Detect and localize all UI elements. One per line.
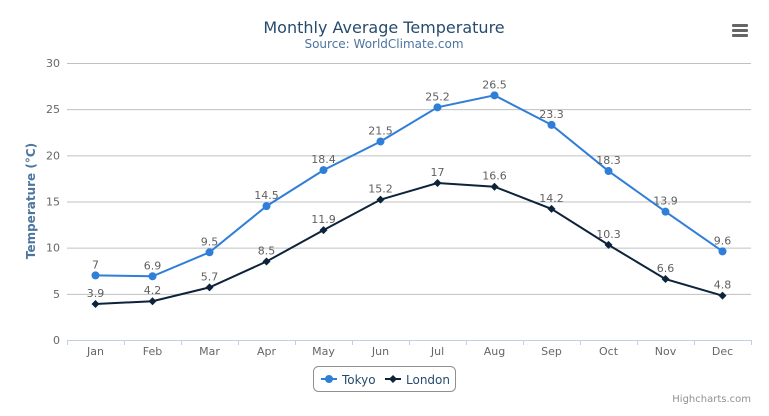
y-tick-label: 20 (46, 149, 60, 162)
data-point (604, 167, 613, 176)
chart-subtitle: Source: WorldClimate.com (304, 37, 463, 51)
data-point (604, 240, 613, 249)
data-point (319, 226, 328, 235)
data-label: 23.3 (539, 108, 564, 121)
x-tick-label: May (312, 345, 335, 358)
x-tick-label: Feb (143, 345, 162, 358)
legend-item-tokyo[interactable]: Tokyo (321, 373, 376, 387)
data-label: 9.5 (201, 235, 219, 248)
data-label: 17 (431, 166, 445, 179)
series-line-london (95, 182, 723, 305)
data-point (91, 299, 100, 308)
data-label: 3.9 (87, 287, 105, 300)
y-axis-title: Temperature (°C) (24, 143, 38, 259)
data-point (718, 291, 727, 300)
data-label: 4.2 (144, 284, 162, 297)
data-point (490, 182, 499, 191)
x-tick-label: Jun (371, 345, 389, 358)
data-label: 4.8 (714, 279, 732, 292)
data-label: 5.7 (201, 270, 219, 283)
data-label: 9.6 (714, 234, 732, 247)
data-label: 14.5 (254, 189, 279, 202)
y-tick-label: 10 (46, 242, 60, 255)
data-point (661, 275, 670, 284)
data-label: 13.9 (653, 195, 678, 208)
data-point (547, 120, 556, 129)
credits-link[interactable]: Highcharts.com (672, 394, 751, 405)
x-tick-label: Dec (712, 345, 733, 358)
series-line-tokyo (95, 94, 724, 278)
data-label: 18.3 (596, 154, 621, 167)
data-point (148, 272, 157, 281)
x-tick-label: Sep (541, 345, 562, 358)
menu-button[interactable] (732, 24, 748, 37)
data-point (376, 195, 385, 204)
legend: Tokyo London (313, 366, 456, 392)
legend-label-tokyo[interactable]: Tokyo (341, 373, 376, 387)
data-label: 10.3 (596, 228, 621, 241)
data-point (376, 137, 385, 146)
chart-title: Monthly Average Temperature (263, 18, 504, 37)
data-point (433, 179, 442, 188)
data-point (262, 257, 271, 266)
data-label: 21.5 (368, 124, 393, 137)
data-point (661, 207, 670, 216)
data-label: 15.2 (368, 183, 393, 196)
legend-item-london[interactable]: London (385, 373, 450, 387)
data-point (319, 166, 328, 175)
x-tick-label: Oct (599, 345, 619, 358)
y-tick-label: 0 (53, 334, 60, 347)
y-tick-label: 25 (46, 103, 60, 116)
data-point (718, 247, 727, 256)
x-tick-label: Jan (86, 345, 104, 358)
x-tick-label: Mar (199, 345, 220, 358)
x-tick-label: Aug (484, 345, 505, 358)
data-point (148, 297, 157, 306)
data-point (205, 248, 214, 257)
data-label: 11.9 (311, 213, 336, 226)
legend-box (313, 366, 456, 392)
data-label: 6.9 (144, 259, 162, 272)
x-tick-label: Jul (430, 345, 444, 358)
data-label: 26.5 (482, 78, 507, 91)
data-label: 14.2 (539, 192, 564, 205)
data-point (547, 204, 556, 213)
data-point (490, 91, 499, 100)
x-tick-label: Nov (655, 345, 677, 358)
data-label: 8.5 (258, 245, 276, 258)
data-point (433, 103, 442, 112)
data-label: 7 (92, 258, 99, 271)
data-label: 25.2 (425, 90, 450, 103)
legend-label-london[interactable]: London (406, 373, 450, 387)
data-label: 6.6 (657, 262, 675, 275)
data-point (91, 271, 100, 280)
hamburger-menu-icon[interactable] (732, 34, 748, 37)
legend-marker-diamond-icon (389, 375, 397, 383)
y-tick-label: 15 (46, 196, 60, 209)
data-point (205, 283, 214, 292)
x-tick-label: Apr (257, 345, 277, 358)
data-label: 18.4 (311, 153, 336, 166)
legend-marker-circle-icon (325, 375, 333, 383)
data-label: 16.6 (482, 170, 507, 183)
y-tick-label: 30 (46, 57, 60, 70)
hamburger-menu-icon[interactable] (732, 29, 748, 32)
data-point (262, 202, 271, 211)
hamburger-menu-icon[interactable] (732, 24, 748, 27)
y-tick-label: 5 (53, 288, 60, 301)
